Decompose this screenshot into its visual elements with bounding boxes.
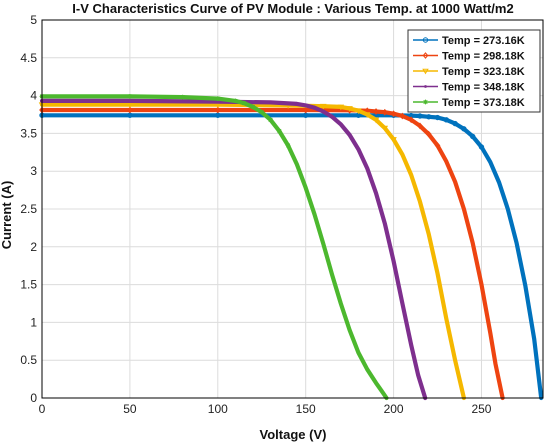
data-point bbox=[408, 116, 415, 124]
y-axis-label: Current (A) bbox=[0, 181, 14, 250]
y-tick-label: 2.5 bbox=[20, 202, 37, 216]
data-point bbox=[127, 106, 133, 114]
series-line bbox=[39, 107, 505, 401]
data-point bbox=[302, 106, 309, 114]
series-5 bbox=[39, 93, 389, 401]
legend-label: Temp = 373.18K bbox=[442, 97, 525, 109]
data-point bbox=[241, 100, 247, 106]
legend-marker bbox=[422, 37, 429, 43]
legend-marker bbox=[423, 99, 428, 105]
data-point bbox=[425, 130, 432, 138]
data-point bbox=[426, 114, 432, 120]
y-tick-label: 4 bbox=[30, 89, 37, 103]
data-point bbox=[276, 128, 282, 134]
y-tick-label: 1.5 bbox=[20, 278, 37, 292]
data-point bbox=[363, 112, 371, 118]
data-point bbox=[452, 120, 458, 127]
data-point bbox=[313, 106, 316, 110]
data-point bbox=[469, 133, 476, 140]
data-point bbox=[259, 109, 265, 115]
legend-entry: Temp = 348.18K bbox=[413, 82, 525, 94]
data-point bbox=[399, 112, 406, 120]
data-point bbox=[346, 106, 353, 112]
y-tick-label: 4.5 bbox=[20, 51, 37, 65]
data-point bbox=[250, 104, 256, 110]
data-point bbox=[180, 94, 186, 100]
x-tick-label: 200 bbox=[384, 402, 404, 416]
data-point bbox=[348, 133, 352, 137]
series-group bbox=[38, 93, 544, 401]
legend-label: Temp = 323.18K bbox=[442, 66, 525, 78]
data-point bbox=[128, 99, 132, 103]
y-tick-label: 3.5 bbox=[20, 126, 37, 140]
y-tick-label: 5 bbox=[30, 13, 37, 27]
data-point bbox=[443, 117, 450, 123]
data-point bbox=[216, 100, 220, 104]
legend-label: Temp = 298.18K bbox=[442, 51, 525, 63]
data-point bbox=[381, 125, 389, 132]
legend-marker bbox=[424, 85, 427, 88]
tick-labels: 0 50 100 150 200 250 0 0.5 1 1.5 2 2.5 3 3.5 4 4.5 5 bbox=[20, 13, 491, 416]
x-tick-label: 50 bbox=[123, 402, 137, 416]
data-point bbox=[417, 113, 423, 119]
series-2 bbox=[39, 106, 505, 401]
x-tick-label: 150 bbox=[296, 402, 316, 416]
series-4 bbox=[39, 98, 428, 401]
data-point bbox=[372, 117, 380, 124]
legend-entry: Temp = 323.18K bbox=[413, 66, 525, 78]
data-point bbox=[417, 122, 423, 130]
series-line bbox=[39, 94, 389, 401]
series-3 bbox=[38, 102, 466, 401]
data-point bbox=[268, 117, 273, 123]
data-point bbox=[390, 110, 397, 118]
plot-frame bbox=[41, 19, 544, 399]
x-tick-label: 0 bbox=[39, 402, 46, 416]
data-point bbox=[215, 96, 221, 102]
data-point bbox=[434, 114, 441, 121]
x-tick-label: 100 bbox=[208, 402, 228, 416]
data-point bbox=[434, 142, 441, 149]
y-tick-label: 0.5 bbox=[20, 353, 37, 367]
x-tick-label: 250 bbox=[471, 402, 491, 416]
data-point bbox=[321, 110, 325, 113]
data-point bbox=[232, 98, 238, 104]
data-point bbox=[127, 93, 133, 99]
data-point bbox=[373, 108, 379, 115]
x-axis-label: Voltage (V) bbox=[260, 427, 327, 442]
data-point bbox=[381, 108, 388, 116]
data-point bbox=[461, 126, 467, 132]
y-tick-label: 3 bbox=[30, 164, 37, 178]
y-tick-label: 2 bbox=[30, 240, 37, 254]
legend: Temp = 273.16K Temp = 298.18K Temp = 323.1… bbox=[407, 29, 541, 113]
series-line bbox=[39, 98, 428, 401]
data-point bbox=[285, 143, 291, 148]
chart-title: I-V Characteristics Curve of PV Module :… bbox=[72, 1, 513, 16]
data-point bbox=[357, 147, 360, 151]
data-point bbox=[355, 108, 362, 115]
y-tick-label: 0 bbox=[30, 391, 37, 405]
legend-marker bbox=[422, 68, 429, 75]
data-point bbox=[295, 102, 299, 106]
data-point bbox=[337, 104, 345, 111]
data-point bbox=[320, 103, 327, 110]
data-point bbox=[304, 104, 308, 107]
legend-entry: Temp = 373.18K bbox=[413, 97, 525, 109]
legend-entry: Temp = 273.16K bbox=[413, 35, 525, 47]
legend-label: Temp = 348.18K bbox=[442, 82, 525, 94]
data-point bbox=[214, 106, 221, 114]
data-point bbox=[330, 115, 334, 119]
legend-entry: Temp = 298.18K bbox=[413, 51, 525, 63]
data-point bbox=[478, 144, 485, 150]
data-point bbox=[339, 122, 343, 126]
data-point bbox=[390, 137, 397, 143]
y-tick-label: 1 bbox=[30, 315, 37, 329]
series-line bbox=[39, 102, 466, 401]
legend-label: Temp = 273.16K bbox=[442, 35, 525, 47]
data-point bbox=[269, 101, 272, 104]
legend-marker bbox=[422, 52, 429, 59]
series-1 bbox=[39, 112, 544, 401]
